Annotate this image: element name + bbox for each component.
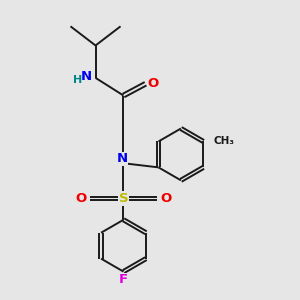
Text: S: S xyxy=(119,192,128,205)
Text: H: H xyxy=(73,75,82,85)
Text: O: O xyxy=(76,192,87,205)
Text: F: F xyxy=(119,273,128,286)
Text: O: O xyxy=(147,77,159,90)
Text: N: N xyxy=(81,70,92,83)
Text: N: N xyxy=(116,152,128,165)
Text: O: O xyxy=(160,192,171,205)
Text: CH₃: CH₃ xyxy=(214,136,235,146)
